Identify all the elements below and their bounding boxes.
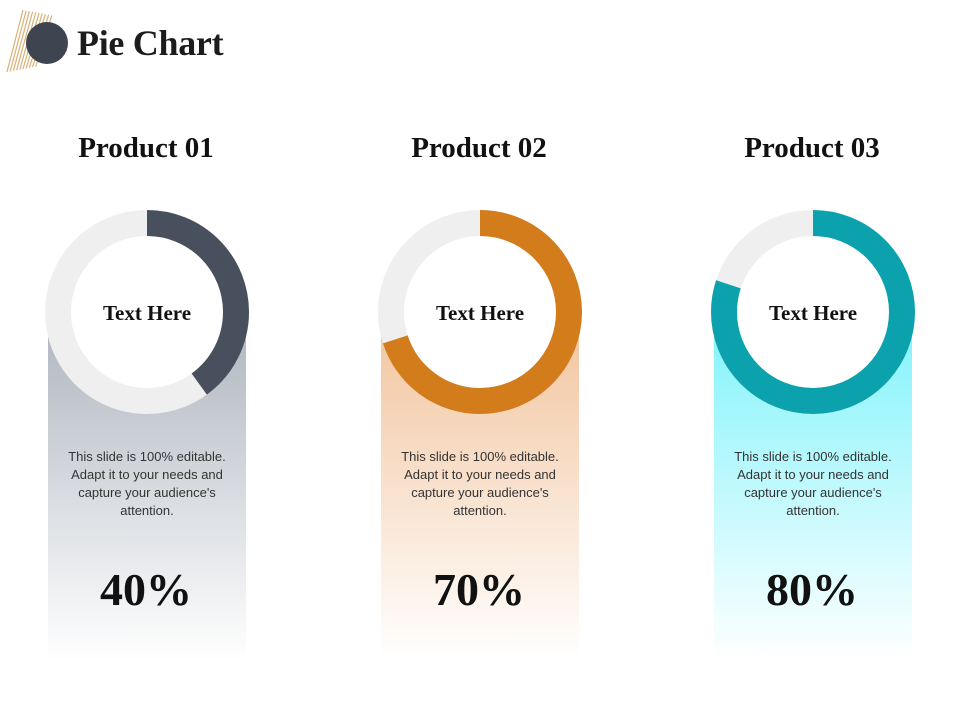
- product-02-description: This slide is 100% editable. Adapt it to…: [401, 449, 559, 518]
- donut-slice: [711, 210, 915, 414]
- page-title: Pie Chart: [77, 23, 224, 63]
- donut-slice: [45, 210, 249, 414]
- product-02-title: Product 02: [411, 132, 547, 164]
- product-01-percent: 40%: [100, 564, 192, 615]
- product-02-donut-label: Text Here: [435, 301, 525, 325]
- product-03-title: Product 03: [744, 132, 880, 164]
- product-01-title: Product 01: [78, 132, 214, 164]
- logo-line: [9, 10, 27, 72]
- product-01-description: This slide is 100% editable. Adapt it to…: [68, 449, 226, 518]
- product-03-donut-label: Text Here: [768, 301, 858, 325]
- product-03-donut: [711, 210, 915, 414]
- product-02-percent: 70%: [433, 564, 525, 615]
- donut-slice: [378, 210, 582, 414]
- product-01-donut: [45, 210, 249, 414]
- logo-line: [12, 11, 30, 71]
- product-03-description: This slide is 100% editable. Adapt it to…: [734, 449, 892, 518]
- logo-icon: [6, 9, 68, 73]
- product-02-donut: [378, 210, 582, 414]
- logo-line: [16, 11, 34, 71]
- logo-line: [6, 9, 24, 73]
- product-01-donut-label: Text Here: [102, 301, 192, 325]
- product-03-percent: 80%: [766, 564, 858, 615]
